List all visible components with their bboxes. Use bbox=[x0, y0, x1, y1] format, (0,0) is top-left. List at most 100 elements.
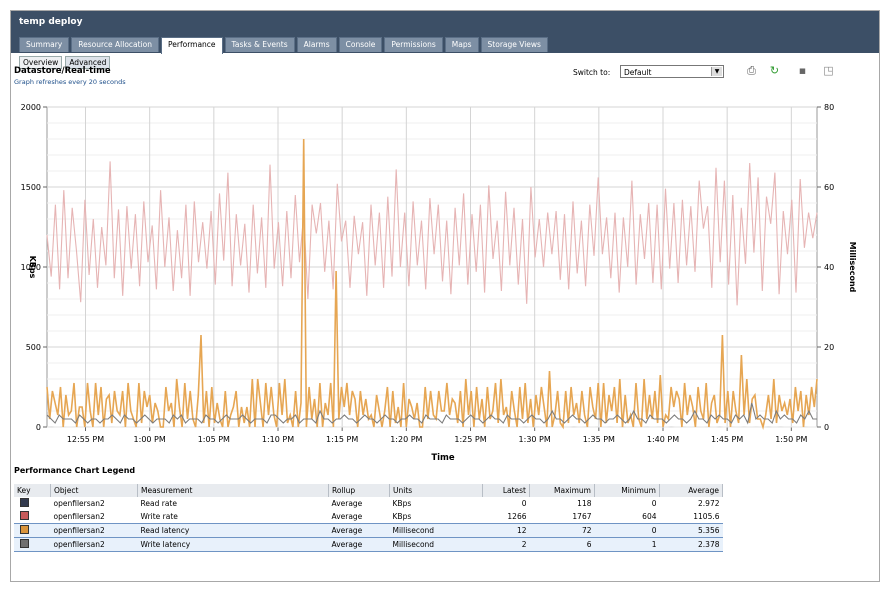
y-tick-label-left: 500 bbox=[26, 343, 41, 352]
subtab-overview[interactable]: Overview bbox=[19, 56, 63, 69]
legend-cell-rollup: Average bbox=[328, 523, 390, 538]
y-tick-label-right: 40 bbox=[824, 263, 834, 272]
print-icon[interactable]: ⎙ bbox=[747, 64, 756, 77]
tab-summary[interactable]: Summary bbox=[19, 37, 70, 52]
legend-cell-maximum: 6 bbox=[529, 537, 595, 552]
legend-col-maximum[interactable]: Maximum bbox=[529, 484, 595, 497]
tab-console[interactable]: Console bbox=[338, 37, 383, 52]
chart-title: Datastore/Real-time bbox=[14, 66, 111, 76]
x-tick-label: 1:40 PM bbox=[647, 435, 679, 444]
tab-permissions[interactable]: Permissions bbox=[384, 37, 443, 52]
x-tick-label: 1:45 PM bbox=[711, 435, 743, 444]
window-header: temp deploy Summary Resource Allocation Pe… bbox=[11, 11, 879, 54]
legend-col-object[interactable]: Object bbox=[50, 484, 138, 497]
y-tick-label-right: 20 bbox=[824, 343, 834, 352]
y-axis-title-right: Millisecond bbox=[848, 242, 857, 293]
series-line-write-rate bbox=[46, 161, 818, 306]
y-tick-label-right: 0 bbox=[824, 423, 829, 432]
legend-color-swatch bbox=[20, 511, 29, 520]
series-line-write-latency bbox=[46, 402, 817, 425]
legend-color-swatch bbox=[20, 539, 29, 548]
legend-cell-object: openfilersan2 bbox=[53, 499, 105, 508]
legend-cell-average: 2.378 bbox=[659, 537, 723, 552]
tab-maps[interactable]: Maps bbox=[444, 37, 479, 52]
legend-cell-latest: 12 bbox=[482, 523, 530, 538]
refresh-icon[interactable]: ↻ bbox=[769, 64, 780, 77]
legend-row[interactable]: openfilersan2 Read rate Average KBps 0 118 0 2.… bbox=[14, 497, 723, 510]
legend-cell-latest: 2 bbox=[482, 537, 530, 552]
tab-alarms[interactable]: Alarms bbox=[296, 37, 337, 52]
legend-cell-object: openfilersan2 bbox=[50, 523, 138, 538]
x-axis-title: Time bbox=[431, 453, 455, 463]
y-tick-label-left: 1500 bbox=[21, 183, 41, 192]
tab-bar: Summary Resource Allocation Performance Tas… bbox=[19, 37, 550, 54]
legend-cell-average: 2.972 bbox=[698, 499, 720, 508]
tab-performance[interactable]: Performance bbox=[161, 37, 223, 54]
legend-cell-latest: 0 bbox=[521, 499, 527, 508]
legend-col-latest[interactable]: Latest bbox=[482, 484, 530, 497]
legend-col-rollup[interactable]: Rollup bbox=[328, 484, 390, 497]
legend-cell-average: 1105.6 bbox=[693, 512, 720, 521]
performance-chart: 0 500 1000 1500 2000 0 20 40 60 80 12:55 PM 1:00 PM… bbox=[21, 103, 857, 463]
legend-col-units[interactable]: Units bbox=[389, 484, 483, 497]
legend-cell-measurement: Write latency bbox=[137, 537, 329, 552]
y-tick-label-right: 80 bbox=[824, 103, 834, 112]
legend-cell-maximum: 118 bbox=[577, 499, 592, 508]
legend-cell-minimum: 0 bbox=[594, 523, 660, 538]
legend-cell-rollup: Average bbox=[331, 512, 363, 521]
y-tick-label-left: 1000 bbox=[21, 263, 41, 272]
x-tick-label: 1:30 PM bbox=[519, 435, 551, 444]
series-line-read-latency bbox=[46, 138, 818, 430]
legend-cell-minimum: 0 bbox=[651, 499, 657, 508]
tab-storage-views[interactable]: Storage Views bbox=[480, 37, 548, 52]
legend-cell-units: KBps bbox=[392, 512, 412, 521]
x-tick-label: 1:25 PM bbox=[454, 435, 486, 444]
popout-icon[interactable]: ◳ bbox=[823, 64, 834, 77]
legend-cell-maximum: 1767 bbox=[572, 512, 592, 521]
legend-color-swatch bbox=[20, 525, 29, 534]
subtab-bar: Overview Advanced bbox=[19, 56, 113, 69]
legend-cell-rollup: Average bbox=[331, 499, 363, 508]
legend-col-minimum[interactable]: Minimum bbox=[594, 484, 660, 497]
legend-cell-minimum: 1 bbox=[594, 537, 660, 552]
save-icon[interactable]: ▪ bbox=[798, 64, 807, 77]
x-tick-label: 1:15 PM bbox=[326, 435, 358, 444]
legend-key-cell bbox=[14, 510, 51, 524]
x-tick-label: 12:55 PM bbox=[67, 435, 104, 444]
x-tick-label: 1:10 PM bbox=[262, 435, 294, 444]
legend-cell-average: 5.356 bbox=[659, 523, 723, 538]
y-tick-label-left: 0 bbox=[36, 423, 41, 432]
x-tick-label: 1:20 PM bbox=[390, 435, 422, 444]
legend-table: Key Object Measurement Rollup Units Latest Max… bbox=[14, 484, 723, 552]
window-title: temp deploy bbox=[19, 17, 83, 27]
legend-cell-measurement: Read rate bbox=[140, 499, 177, 508]
legend-key-cell bbox=[14, 497, 51, 510]
legend-row[interactable]: openfilersan2 Read latency Average Millisec… bbox=[14, 523, 723, 538]
x-tick-label: 1:35 PM bbox=[583, 435, 615, 444]
switch-label: Switch to: bbox=[573, 68, 611, 77]
legend-cell-units: Millisecond bbox=[389, 523, 483, 538]
legend-cell-units: KBps bbox=[392, 499, 412, 508]
legend-col-measurement[interactable]: Measurement bbox=[137, 484, 329, 497]
legend-header-row: Key Object Measurement Rollup Units Latest Max… bbox=[14, 484, 723, 497]
series-line-read-rate bbox=[46, 425, 817, 428]
legend-key-cell bbox=[14, 523, 51, 538]
legend-col-key[interactable]: Key bbox=[14, 484, 51, 497]
x-tick-label: 1:00 PM bbox=[134, 435, 166, 444]
switch-dropdown[interactable]: Default ▼ bbox=[620, 65, 724, 78]
legend-cell-maximum: 72 bbox=[529, 523, 595, 538]
legend-cell-measurement: Write rate bbox=[140, 512, 178, 521]
tab-resource-allocation[interactable]: Resource Allocation bbox=[71, 37, 160, 52]
refresh-note: Graph refreshes every 20 seconds bbox=[14, 78, 126, 86]
legend-row[interactable]: openfilersan2 Write rate Average KBps 1266 17… bbox=[14, 510, 723, 524]
legend-col-average[interactable]: Average bbox=[659, 484, 723, 497]
tab-tasks-events[interactable]: Tasks & Events bbox=[224, 37, 295, 52]
legend-cell-measurement: Read latency bbox=[137, 523, 329, 538]
legend-color-swatch bbox=[20, 498, 29, 507]
legend-title: Performance Chart Legend bbox=[14, 466, 136, 475]
legend-cell-rollup: Average bbox=[328, 537, 390, 552]
legend-row[interactable]: openfilersan2 Write latency Average Millise… bbox=[14, 537, 723, 552]
subtab-advanced[interactable]: Advanced bbox=[65, 56, 111, 69]
chevron-down-icon[interactable]: ▼ bbox=[711, 67, 722, 76]
switch-value: Default bbox=[624, 68, 652, 77]
